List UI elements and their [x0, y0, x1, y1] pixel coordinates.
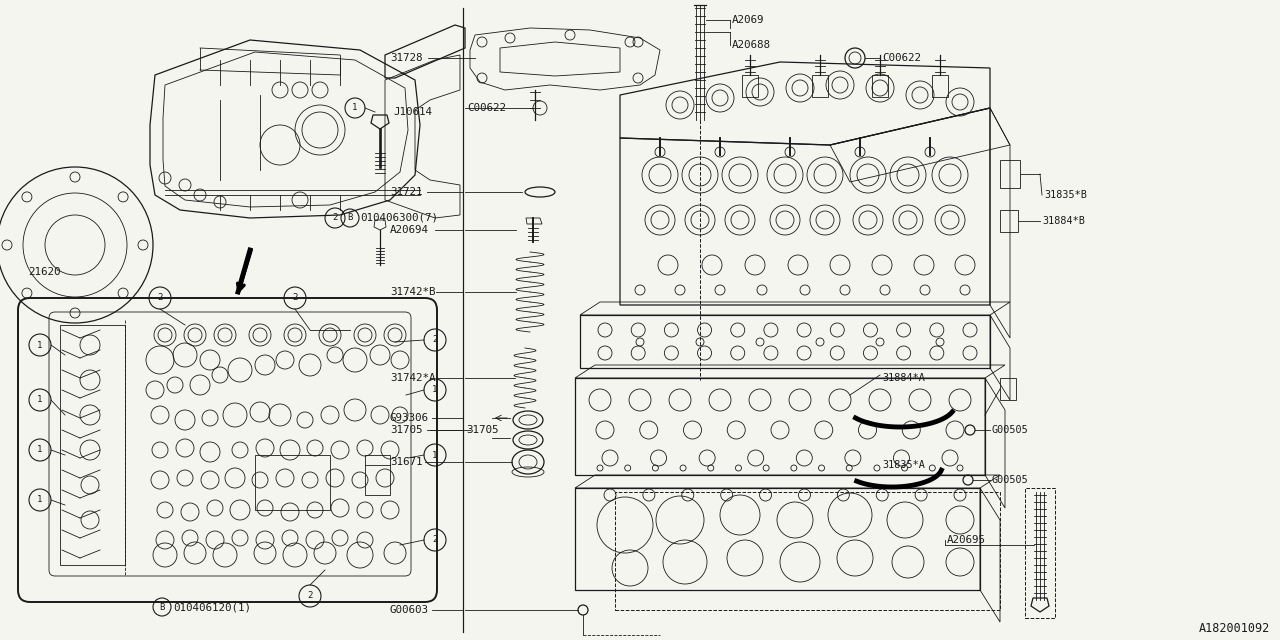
Text: 31721: 31721 [390, 187, 422, 197]
Bar [872, 75, 888, 97]
Text: 2: 2 [433, 335, 438, 344]
Text: 010406120(1): 010406120(1) [173, 602, 251, 612]
Text: J10614: J10614 [393, 107, 433, 117]
Text: 2: 2 [307, 591, 312, 600]
Text: A2069: A2069 [732, 15, 764, 25]
Bar [365, 455, 390, 495]
Text: 2: 2 [292, 294, 298, 303]
Text: 21620: 21620 [28, 267, 60, 277]
Text: B: B [347, 214, 353, 223]
Bar [742, 75, 758, 97]
Bar [255, 455, 330, 510]
Text: 1: 1 [37, 396, 42, 404]
Text: 31671: 31671 [390, 457, 422, 467]
Text: C00622: C00622 [882, 53, 922, 63]
Text: A20694: A20694 [390, 225, 429, 235]
Bar [932, 75, 948, 97]
Bar [1000, 210, 1018, 232]
Text: G93306: G93306 [390, 413, 429, 423]
Text: G00505: G00505 [992, 425, 1029, 435]
Text: 2: 2 [157, 294, 163, 303]
Text: A182001092: A182001092 [1199, 621, 1270, 634]
Text: 1: 1 [433, 385, 438, 394]
Bar [614, 492, 1000, 610]
Text: B: B [159, 602, 165, 611]
Text: G00505: G00505 [992, 475, 1029, 485]
Text: 31742*A: 31742*A [390, 373, 435, 383]
Text: A20695: A20695 [947, 535, 986, 545]
Text: A20688: A20688 [732, 40, 771, 50]
Text: 31884*B: 31884*B [1042, 216, 1085, 226]
Text: 31728: 31728 [390, 53, 422, 63]
Text: 31835*B: 31835*B [1044, 190, 1087, 200]
Text: G00603: G00603 [390, 605, 429, 615]
Text: 31742*B: 31742*B [390, 287, 435, 297]
Text: 31705: 31705 [390, 425, 422, 435]
Bar [1000, 378, 1016, 400]
Text: 1: 1 [37, 340, 42, 349]
Text: 010406300(7): 010406300(7) [360, 213, 438, 223]
Text: 1: 1 [352, 104, 357, 113]
Text: 2: 2 [433, 536, 438, 545]
Text: 1: 1 [37, 445, 42, 454]
Text: 31705: 31705 [466, 425, 498, 435]
Bar [1000, 160, 1020, 188]
Text: 2: 2 [333, 214, 338, 223]
Text: 31835*A: 31835*A [882, 460, 925, 470]
Text: 1: 1 [37, 495, 42, 504]
Text: C00622: C00622 [467, 103, 506, 113]
Bar [812, 75, 828, 97]
Text: 31884*A: 31884*A [882, 373, 925, 383]
Text: 1: 1 [433, 451, 438, 460]
Bar [1025, 488, 1055, 618]
